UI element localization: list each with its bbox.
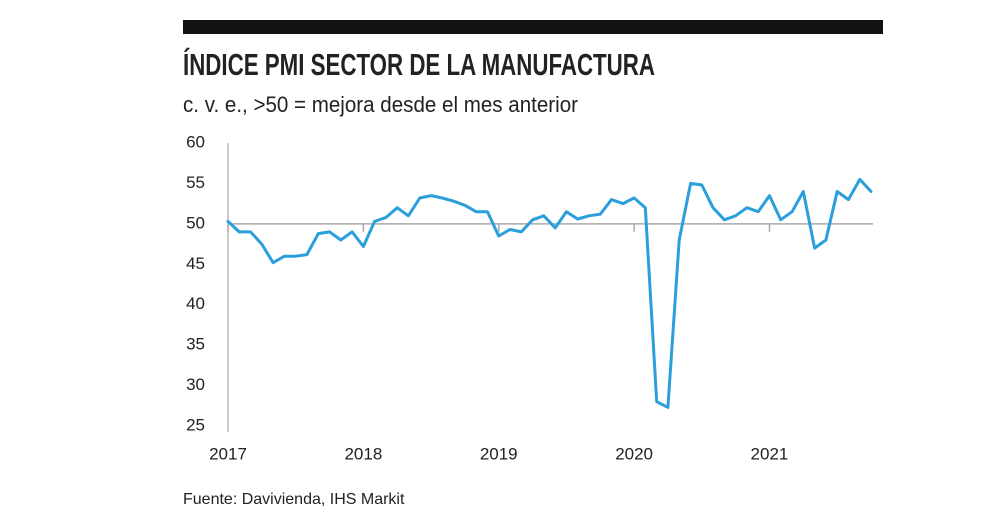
y-tick-label: 45 — [186, 254, 205, 273]
y-tick-label: 60 — [186, 132, 205, 151]
y-tick-label: 30 — [186, 375, 205, 394]
y-tick-label: 50 — [186, 213, 205, 232]
x-tick-label: 2018 — [344, 444, 382, 463]
x-tick-label: 2019 — [480, 444, 518, 463]
y-tick-label: 25 — [186, 415, 205, 434]
x-tick-label: 2017 — [209, 444, 247, 463]
source-note: Fuente: Davivienda, IHS Markit — [183, 491, 405, 508]
y-tick-label: 40 — [186, 294, 205, 313]
y-tick-label: 35 — [186, 335, 205, 354]
y-tick-label: 55 — [186, 173, 205, 192]
x-tick-label: 2020 — [615, 444, 653, 463]
chart-title: ÍNDICE PMI SECTOR DE LA MANUFACTURA — [183, 47, 655, 82]
x-tick-label: 2021 — [751, 444, 789, 463]
header-bar — [183, 20, 883, 34]
chart-subtitle: c. v. e., >50 = mejora desde el mes ante… — [183, 92, 578, 117]
data-line — [226, 177, 873, 409]
